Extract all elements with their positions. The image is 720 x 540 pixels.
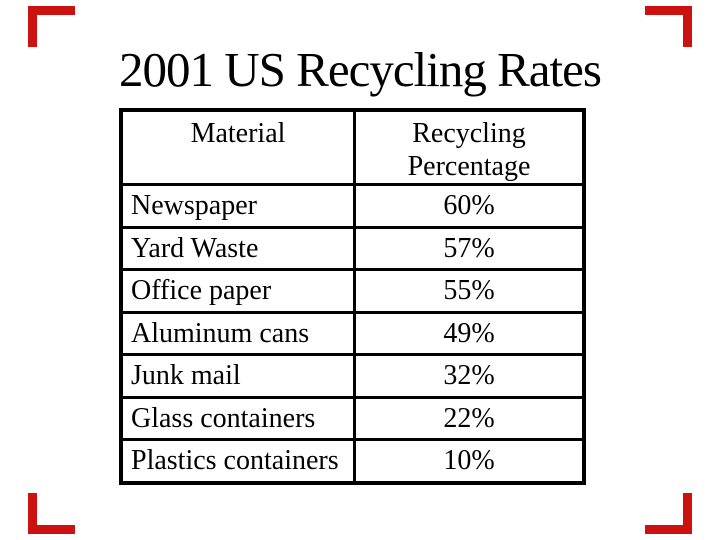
material-cell: Yard Waste (123, 228, 353, 268)
material-cell: Junk mail (123, 356, 353, 396)
percentage-cell: 10% (356, 441, 582, 481)
material-cell: Newspaper (123, 186, 353, 226)
percentage-cell: 49% (356, 313, 582, 353)
material-cell: Plastics containers (123, 441, 353, 481)
corner-marker-bottom-left-icon (28, 493, 75, 534)
material-cell: Glass containers (123, 398, 353, 438)
column-header-material: Material (123, 112, 353, 183)
corner-marker-top-left-icon (28, 6, 75, 47)
material-cell: Office paper (123, 271, 353, 311)
percentage-cell: 60% (356, 186, 582, 226)
percentage-cell: 55% (356, 271, 582, 311)
corner-marker-bottom-right-icon (645, 493, 692, 534)
percentage-cell: 57% (356, 228, 582, 268)
material-cell: Aluminum cans (123, 313, 353, 353)
corner-marker-top-right-icon (645, 6, 692, 47)
recycling-rates-table: Material Recycling Percentage Newspaper … (119, 108, 586, 485)
slide-title: 2001 US Recycling Rates (119, 42, 602, 97)
percentage-cell: 32% (356, 356, 582, 396)
column-header-percentage: Recycling Percentage (356, 112, 582, 183)
percentage-cell: 22% (356, 398, 582, 438)
